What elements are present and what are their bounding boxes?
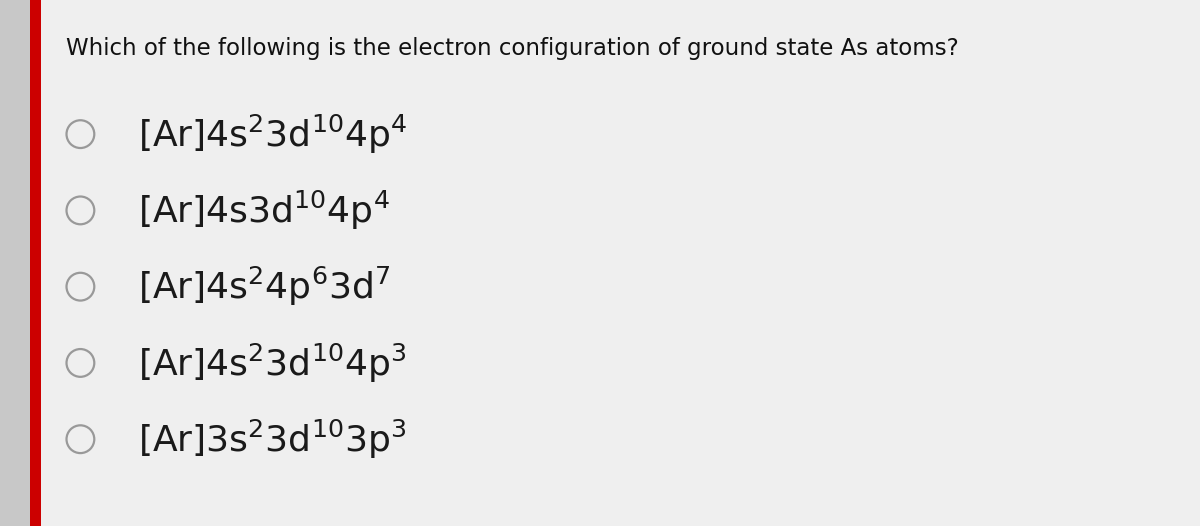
FancyBboxPatch shape (30, 0, 1200, 526)
FancyBboxPatch shape (30, 0, 41, 526)
Text: $\mathregular{[Ar]3s^23d^{10}3p^3}$: $\mathregular{[Ar]3s^23d^{10}3p^3}$ (138, 418, 407, 461)
Text: Which of the following is the electron configuration of ground state As atoms?: Which of the following is the electron c… (66, 37, 959, 60)
Text: $\mathregular{[Ar]4s^24p^63d^7}$: $\mathregular{[Ar]4s^24p^63d^7}$ (138, 265, 391, 308)
Text: $\mathregular{[Ar]4s^23d^{10}4p^3}$: $\mathregular{[Ar]4s^23d^{10}4p^3}$ (138, 341, 407, 385)
Text: $\mathregular{[Ar]4s^23d^{10}4p^4}$: $\mathregular{[Ar]4s^23d^{10}4p^4}$ (138, 113, 407, 156)
Text: $\mathregular{[Ar]4s3d^{10}4p^4}$: $\mathregular{[Ar]4s3d^{10}4p^4}$ (138, 189, 390, 232)
